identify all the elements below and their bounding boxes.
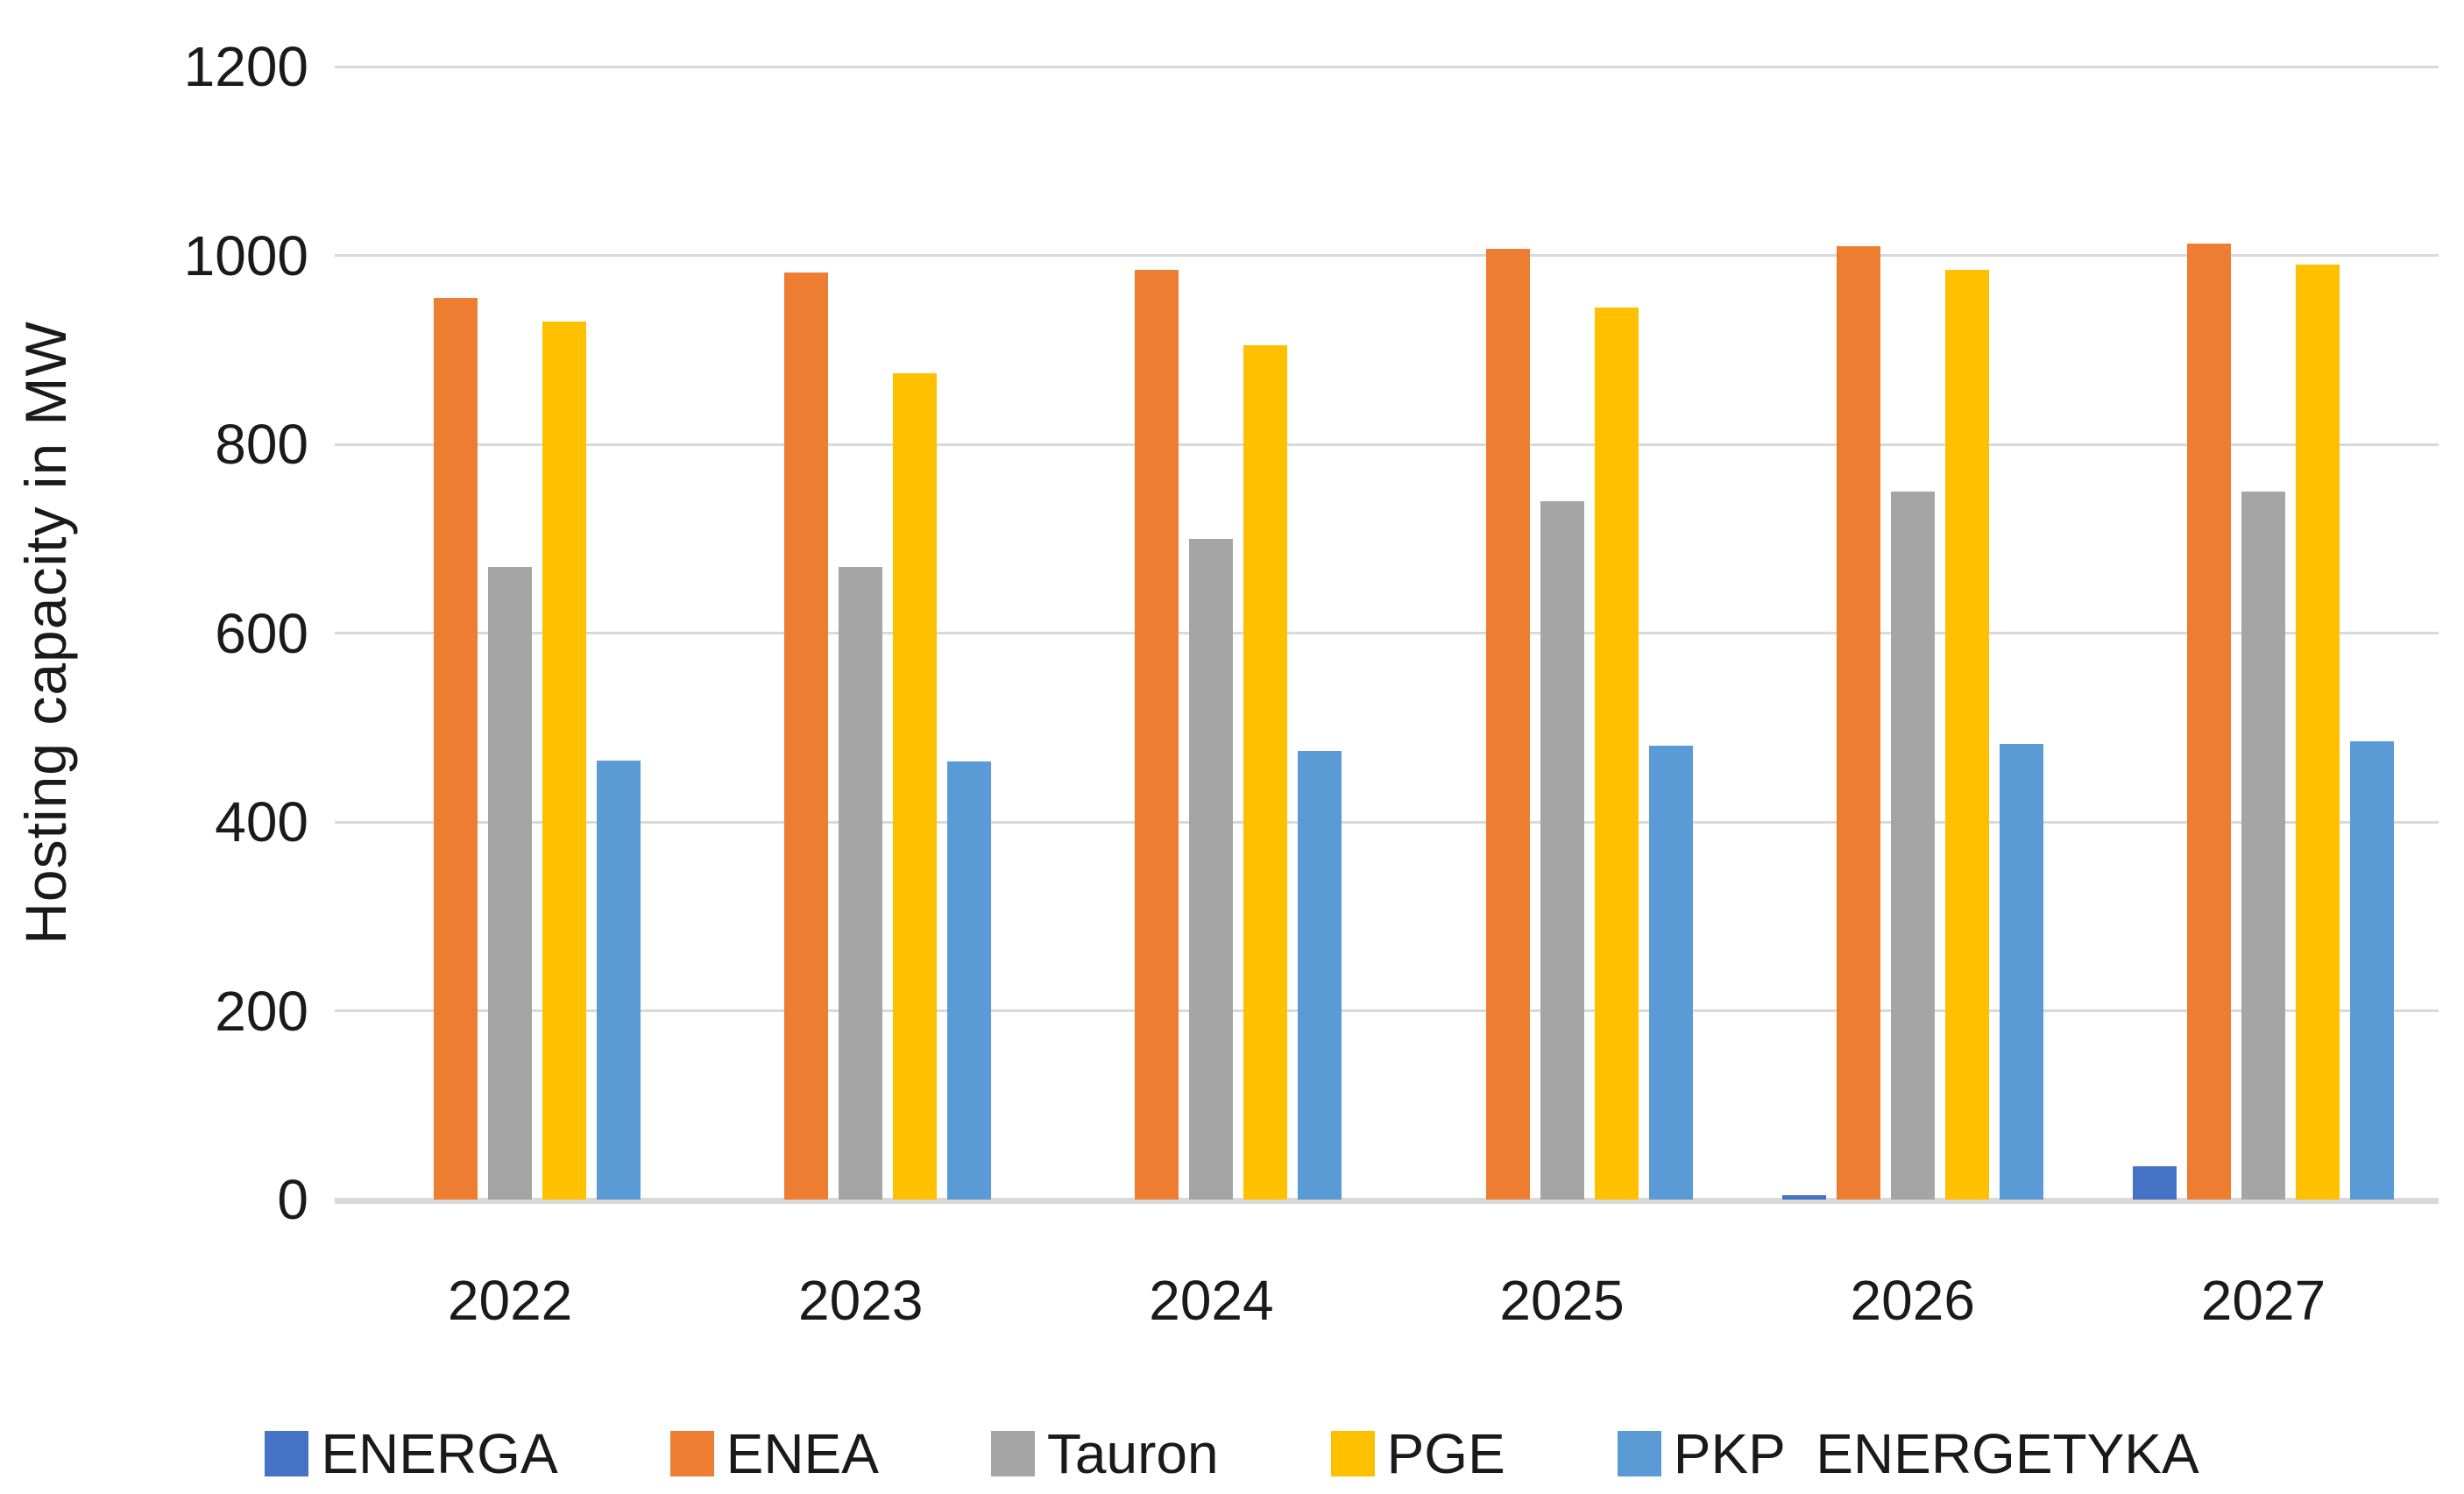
legend-swatch	[265, 1431, 309, 1476]
legend: ENERGA ENEA Tauron PGE PKP ENERGETYKA	[0, 1421, 2464, 1486]
legend-swatch	[1330, 1431, 1375, 1476]
bar-2027-enea	[2186, 243, 2231, 1200]
legend-item-pkp-energetyka: PKP ENERGETYKA	[1617, 1421, 2199, 1486]
bar-2025-pge	[1594, 307, 1639, 1200]
bar-2023-pge	[893, 373, 938, 1200]
legend-item-tauron: Tauron	[990, 1421, 1219, 1486]
legend-label: ENERGA	[321, 1422, 558, 1485]
x-axis-line	[335, 1198, 2439, 1204]
y-tick-label-0: 0	[277, 1168, 308, 1231]
legend-item-energa: ENERGA	[265, 1421, 558, 1486]
x-tick-label-2025: 2025	[1499, 1269, 1625, 1332]
legend-label: PKP ENERGETYKA	[1673, 1422, 2199, 1485]
bar-group-2025	[1387, 67, 1738, 1200]
x-tick-label-2026: 2026	[1850, 1269, 1975, 1332]
bar-2026-tauron	[1890, 491, 1935, 1200]
bar-group-2024	[1036, 67, 1386, 1200]
legend-item-enea: ENEA	[669, 1421, 879, 1486]
bar-2027-energa	[2132, 1166, 2177, 1200]
legend-item-pge: PGE	[1330, 1421, 1505, 1486]
legend-label: Tauron	[1046, 1422, 1219, 1485]
x-tick-label-2023: 2023	[798, 1269, 924, 1332]
y-tick-label-400: 400	[215, 790, 308, 853]
legend-swatch	[990, 1431, 1035, 1476]
y-tick-label-200: 200	[215, 979, 308, 1043]
bar-2022-tauron	[488, 567, 533, 1200]
bar-2024-pkp-energetyka	[1298, 751, 1342, 1200]
plot-area	[335, 65, 2439, 1204]
bar-2026-energa	[1781, 1194, 1826, 1200]
y-tick-label-1200: 1200	[183, 35, 308, 98]
bar-2022-enea	[434, 298, 478, 1200]
bar-2025-enea	[1485, 248, 1530, 1200]
bar-2023-pkp-energetyka	[947, 761, 992, 1200]
legend-label: PGE	[1386, 1422, 1505, 1485]
gridline-200	[335, 1009, 2439, 1012]
gridline-800	[335, 443, 2439, 446]
bar-2024-tauron	[1189, 538, 1234, 1200]
bar-2026-pkp-energetyka	[1999, 743, 2043, 1200]
bar-2025-pkp-energetyka	[1648, 745, 1693, 1200]
gridline-1200	[335, 65, 2439, 68]
bar-2027-pkp-energetyka	[2349, 741, 2394, 1200]
bar-2022-pkp-energetyka	[597, 760, 641, 1200]
y-axis-title: Hosting capacity in MW	[13, 321, 78, 945]
bar-2023-enea	[784, 272, 829, 1200]
y-tick-label-600: 600	[215, 601, 308, 665]
gridline-1000	[335, 254, 2439, 257]
bar-2027-tauron	[2241, 491, 2285, 1200]
x-tick-label-2024: 2024	[1149, 1269, 1274, 1332]
bar-2024-pge	[1243, 344, 1288, 1200]
y-tick-label-1000: 1000	[183, 223, 308, 287]
bar-group-2023	[685, 67, 1036, 1200]
bar-group-2027	[2088, 67, 2439, 1200]
bar-2026-enea	[1836, 245, 1880, 1200]
x-tick-label-2027: 2027	[2200, 1269, 2326, 1332]
bar-2027-pge	[2295, 265, 2340, 1200]
bar-2024-enea	[1135, 269, 1179, 1200]
gridline-400	[335, 820, 2439, 824]
bar-2026-pge	[1944, 269, 1989, 1200]
y-tick-label-800: 800	[215, 413, 308, 476]
bar-group-2026	[1738, 67, 2088, 1200]
gridline-600	[335, 632, 2439, 634]
legend-swatch	[1617, 1431, 1661, 1476]
x-tick-label-2022: 2022	[447, 1269, 573, 1332]
bar-2025-tauron	[1540, 500, 1584, 1200]
bar-2023-tauron	[839, 567, 883, 1200]
bar-group-2022	[335, 67, 685, 1200]
legend-label: ENEA	[726, 1422, 879, 1485]
legend-swatch	[669, 1431, 714, 1476]
bar-2022-pge	[542, 321, 587, 1200]
